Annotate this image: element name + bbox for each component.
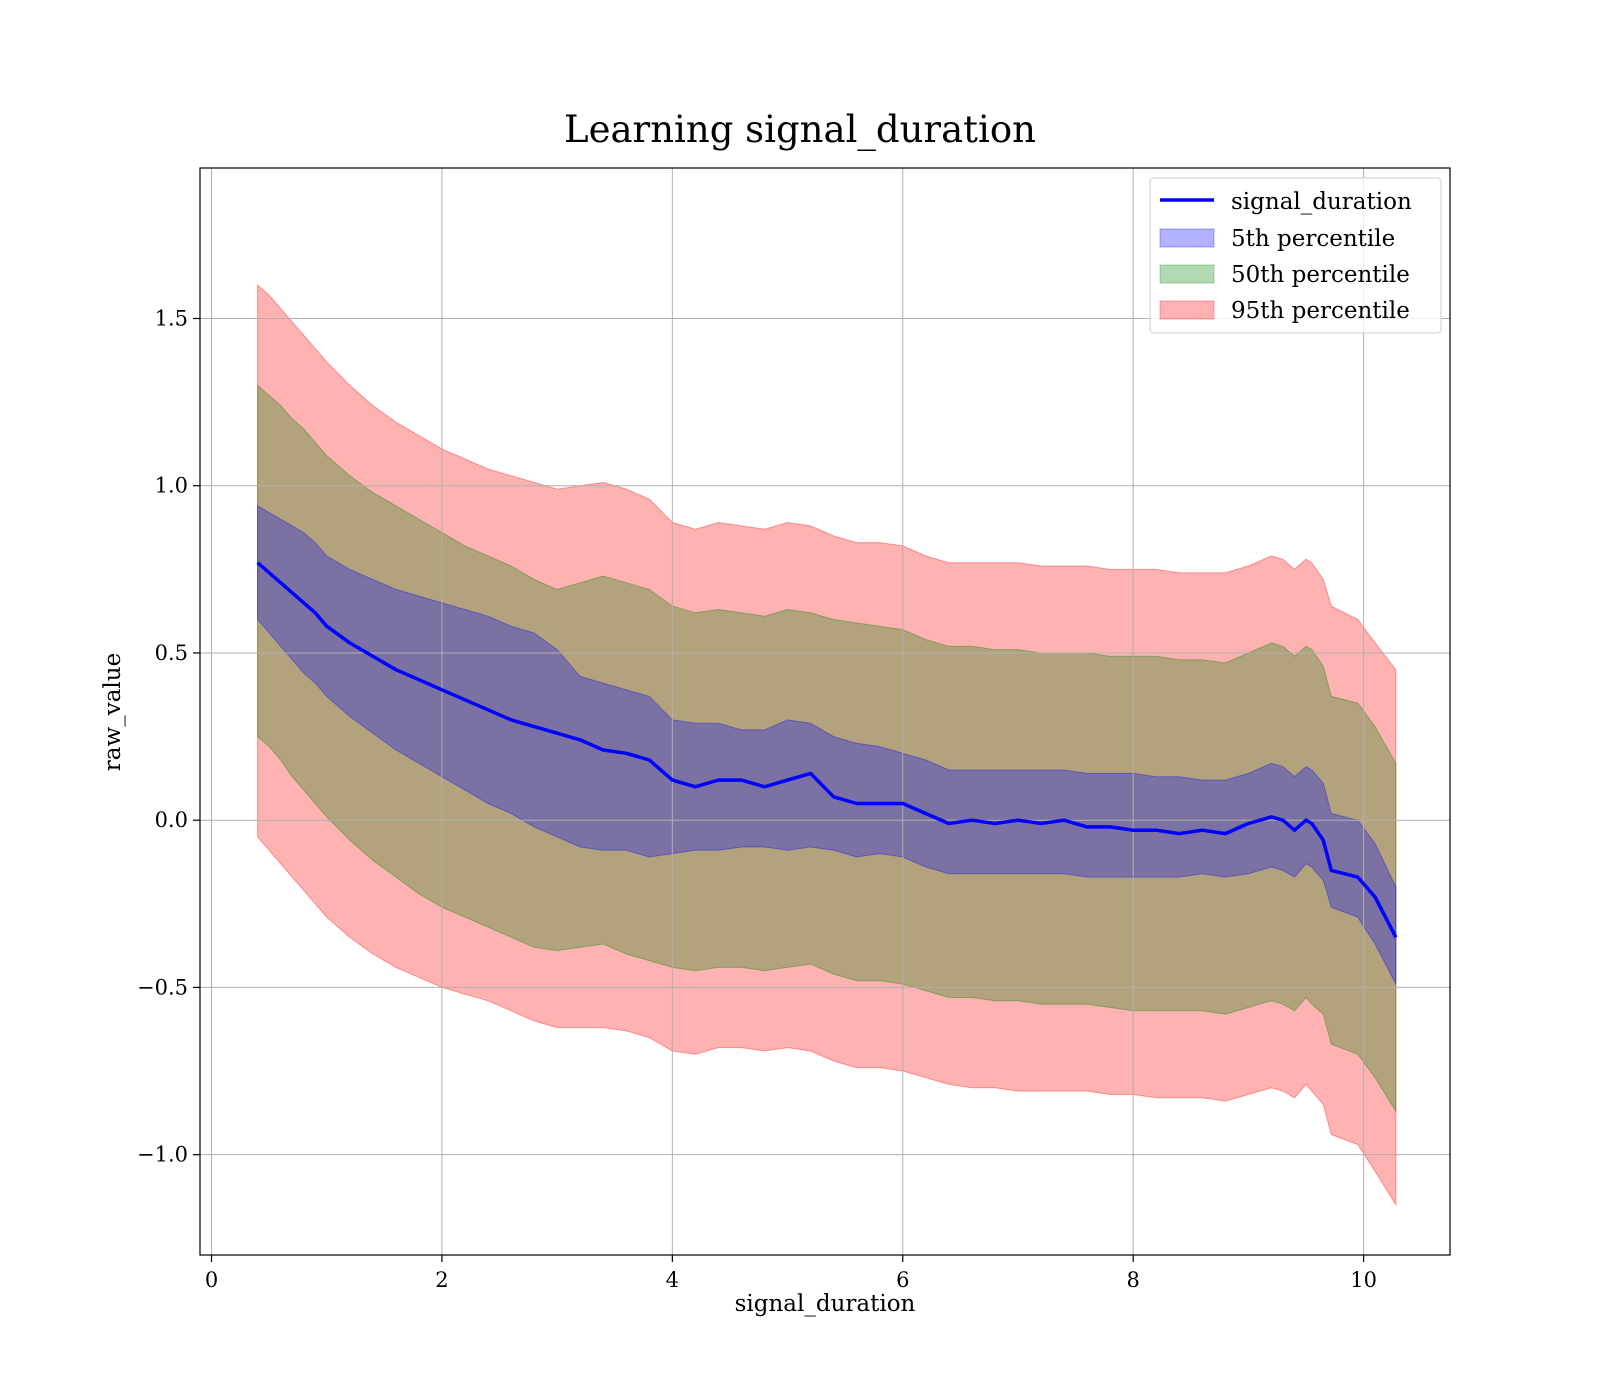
x-axis-label: signal_duration bbox=[735, 1291, 916, 1317]
y-tick-label: 0.5 bbox=[155, 641, 188, 665]
y-tick-label: −1.0 bbox=[137, 1143, 188, 1167]
plot-frame bbox=[199, 167, 1451, 1256]
x-tick-label: 10 bbox=[1350, 1268, 1377, 1292]
legend-box bbox=[1149, 177, 1442, 334]
grid-lines bbox=[200, 168, 1450, 1255]
legend-swatch-5th bbox=[1159, 228, 1215, 248]
x-tick-label: 8 bbox=[1126, 1268, 1139, 1292]
band-50th-percentile bbox=[257, 384, 1397, 1113]
chart-title: Learning signal_duration bbox=[564, 108, 1036, 152]
x-axis-ticks: 0 2 4 6 8 10 bbox=[205, 1255, 1377, 1292]
legend-label-95th-percentile: 95th percentile bbox=[1231, 298, 1410, 324]
y-axis-ticks: −1.0 −0.5 0.0 0.5 1.0 1.5 bbox=[137, 307, 200, 1167]
legend-label-5th-percentile: 5th percentile bbox=[1231, 226, 1395, 252]
y-tick-label: 1.0 bbox=[155, 474, 188, 498]
legend-swatch-50th bbox=[1159, 264, 1215, 284]
series-line-signal-duration bbox=[256, 561, 1398, 939]
y-axis-label: raw_value bbox=[100, 653, 126, 771]
series-lines bbox=[256, 561, 1398, 939]
band-95th-percentile bbox=[257, 284, 1397, 1207]
legend: signal_duration 5th percentile 50th perc… bbox=[1149, 177, 1442, 334]
percentile-bands bbox=[257, 284, 1397, 1207]
x-tick-label: 2 bbox=[435, 1268, 448, 1292]
y-tick-label: −0.5 bbox=[137, 975, 188, 999]
legend-swatch-95th bbox=[1159, 300, 1215, 320]
y-tick-label: 0.0 bbox=[155, 808, 188, 832]
y-tick-label: 1.5 bbox=[155, 307, 188, 331]
legend-label-50th-percentile: 50th percentile bbox=[1231, 262, 1410, 288]
band-5th-percentile bbox=[257, 504, 1397, 985]
x-tick-label: 4 bbox=[666, 1268, 679, 1292]
x-tick-label: 0 bbox=[205, 1268, 218, 1292]
x-tick-label: 6 bbox=[896, 1268, 909, 1292]
legend-label-signal-duration: signal_duration bbox=[1231, 189, 1412, 215]
